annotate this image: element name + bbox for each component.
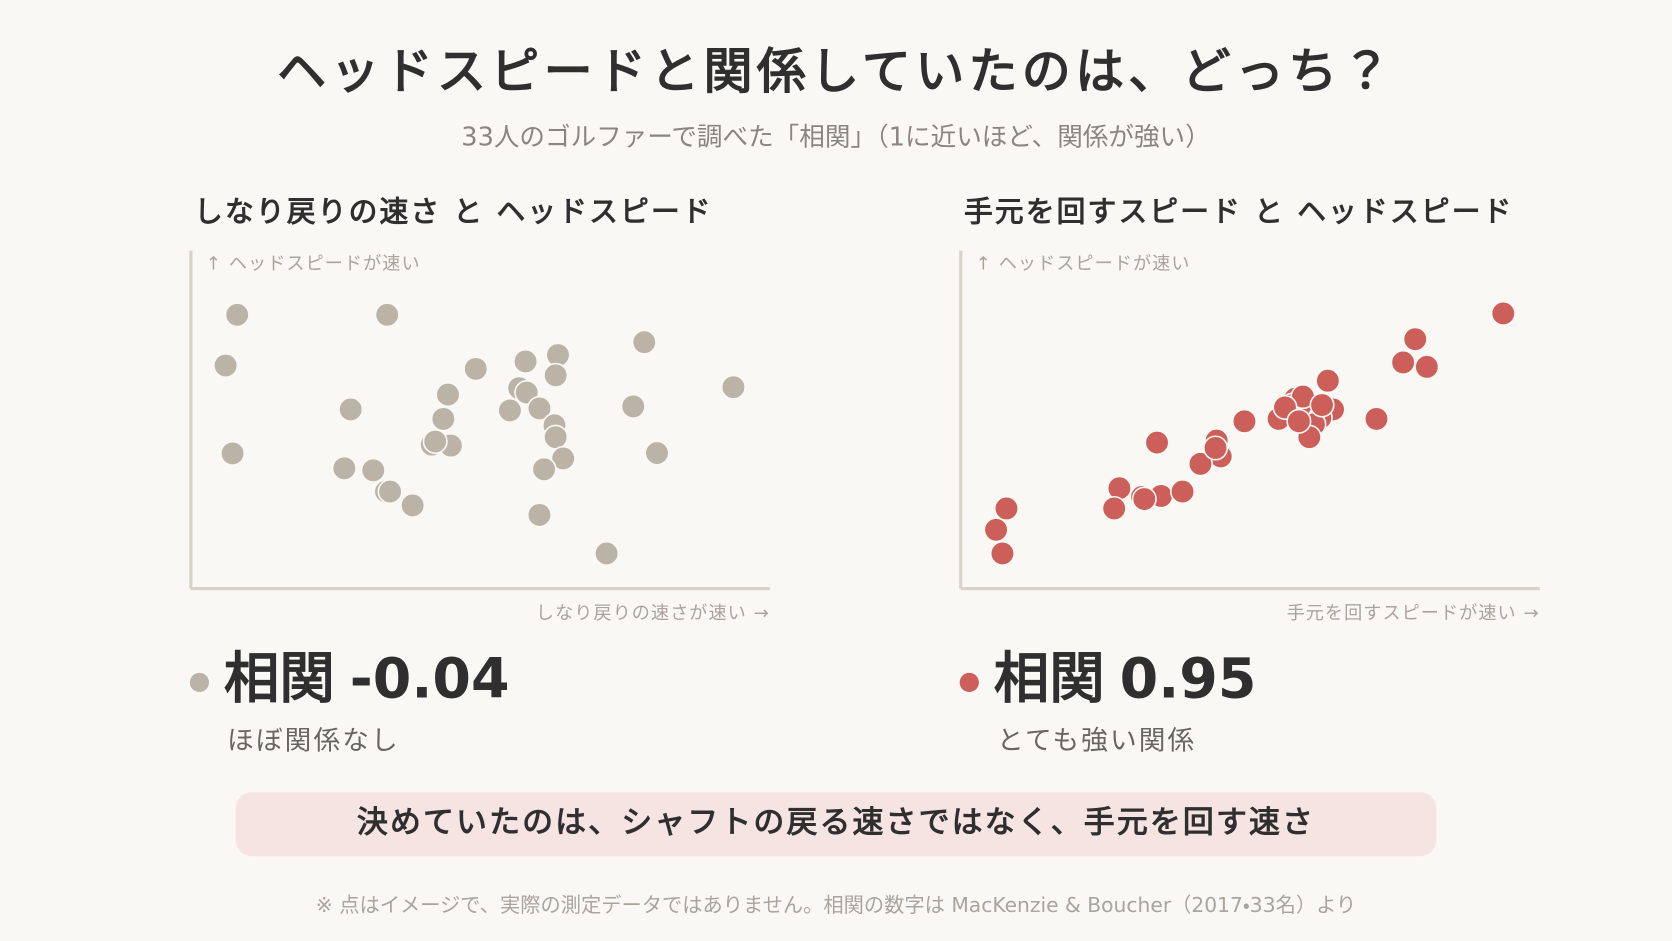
point [1315, 368, 1341, 394]
point [526, 502, 552, 528]
point [1402, 326, 1428, 352]
point [550, 445, 576, 471]
panel-title: しなり戻りの速さ と ヘッドスピード [194, 194, 713, 228]
correlation: 相関 -0.04 [224, 648, 510, 712]
point [1390, 349, 1416, 375]
point [983, 517, 1009, 543]
point [620, 393, 646, 419]
correlation-description: ほぼ関係なし [227, 726, 400, 757]
point [400, 492, 426, 518]
point [543, 424, 569, 450]
correlation: 相関 0.95 [994, 648, 1257, 712]
correlation-value: 0.95 [1120, 648, 1257, 712]
correlation-label: 相関 [994, 648, 1105, 712]
point [1286, 408, 1312, 434]
conclusion: 決めていたのは、シャフトの戻る速さではなく、手元を回す速さ [357, 805, 1315, 841]
point [1309, 392, 1335, 418]
point [1202, 435, 1229, 461]
point [1231, 408, 1257, 434]
point [377, 479, 403, 505]
point [422, 429, 448, 455]
point [531, 456, 557, 482]
point [435, 382, 461, 408]
correlation-description: とても強い関係 [997, 726, 1196, 757]
point [543, 362, 569, 388]
conclusion-banner [235, 792, 1437, 857]
correlation-label: 相関 [224, 648, 335, 712]
panel-title: 手元を回すスピード と ヘッドスピード [964, 194, 1514, 228]
point [513, 348, 539, 374]
point [338, 396, 364, 422]
point [631, 329, 657, 355]
point [993, 495, 1020, 522]
subtitle: 33人のゴルファーで調べた「相関」（1に近いほど、関係が強い） [461, 123, 1210, 153]
footnote: ※ 点はイメージで、実際の測定データではありません。相関の数字は MacKenz… [316, 893, 1356, 917]
point [331, 455, 357, 481]
point [360, 457, 386, 483]
point [526, 395, 552, 421]
point [497, 397, 523, 423]
point [594, 540, 620, 566]
point [1144, 430, 1170, 456]
point [1169, 479, 1196, 505]
y-axis-label: ↑ ヘッドスピードが速い [976, 253, 1191, 274]
point [1490, 300, 1516, 326]
correlation-value: -0.04 [350, 648, 510, 712]
x-axis-label: 手元を回すスピードが速い → [1287, 603, 1540, 624]
point [430, 406, 456, 432]
point [1414, 354, 1440, 380]
x-axis-label: しなり戻りの速さが速い → [536, 603, 770, 624]
correlation-bullet [189, 672, 210, 693]
point [1187, 451, 1213, 477]
point [1101, 495, 1127, 522]
point [989, 540, 1015, 566]
point [1131, 486, 1157, 512]
point [720, 374, 746, 400]
y-axis-label: ↑ ヘッドスピードが速い [206, 253, 421, 274]
point [644, 440, 670, 466]
point [213, 352, 239, 379]
point [220, 440, 246, 466]
point [1363, 406, 1390, 432]
point [374, 302, 400, 328]
point [463, 356, 489, 382]
point [224, 302, 250, 328]
correlation-bullet [959, 672, 979, 693]
title: ヘッドスピードと関係していたのは、どっち？ [277, 42, 1395, 100]
